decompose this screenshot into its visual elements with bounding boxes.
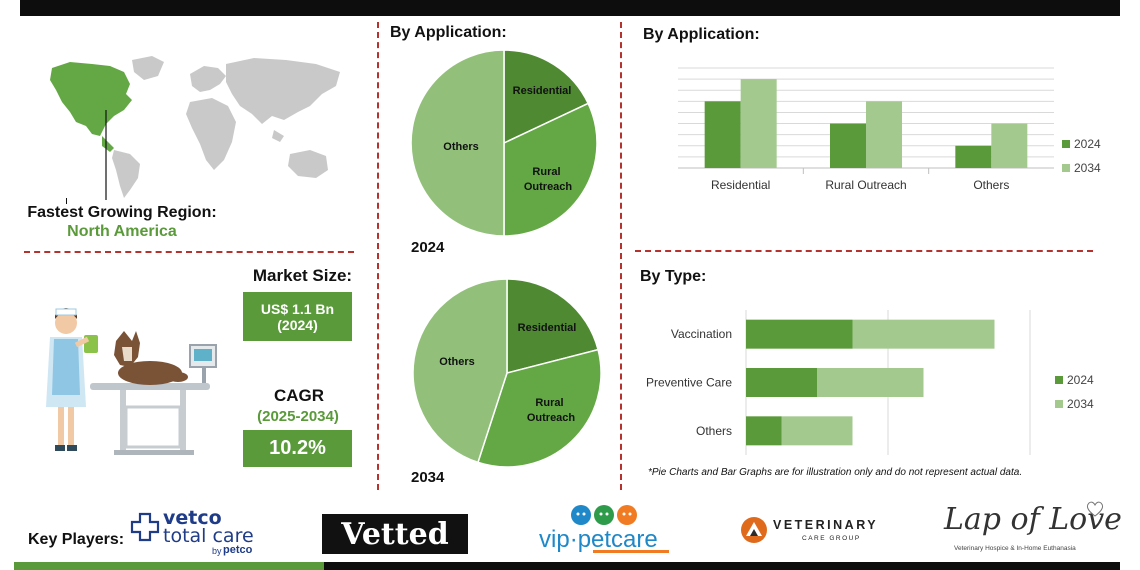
- type-bar-preventive-care-2034: [817, 368, 924, 397]
- market-size-label: Market Size:: [252, 266, 353, 285]
- world-map: [50, 56, 340, 200]
- type-bar-vaccination-2034: [852, 319, 995, 349]
- pie-2024-label-rural: Rural Outreach: [524, 166, 573, 193]
- app-category-label: Others: [973, 178, 1009, 192]
- vetco-brand: petco: [223, 544, 253, 556]
- divider-vertical-right: [620, 22, 622, 490]
- pie-2024-label-residential: Residential: [513, 85, 572, 97]
- cagr-period: (2025-2034): [257, 408, 339, 425]
- pie-2034-label-rural-line2: Outreach: [527, 412, 576, 424]
- pie-2024-label-others: Others: [443, 141, 478, 153]
- bottom-dark-bar: [324, 562, 1120, 570]
- heart-icon: [1086, 501, 1104, 517]
- pie-2034-slice-residential: [506, 278, 599, 374]
- vip-part2: petcare: [577, 526, 658, 553]
- app-bar-residential-2024: [704, 101, 741, 168]
- pie-2034-slice-others: [412, 278, 508, 464]
- type-legend-label-2024: 2024: [1067, 373, 1094, 387]
- vip-dot: ·: [569, 526, 578, 553]
- vetted-logo: Vetted: [322, 514, 468, 554]
- pie-2034-label-others: Others: [439, 356, 474, 368]
- divider-horizontal-right: [635, 250, 1093, 252]
- app-category-label: Residential: [711, 178, 770, 192]
- pie-2024-slice-residential: [503, 49, 590, 145]
- type-category-label: Others: [696, 424, 732, 438]
- app-legend-label-2024: 2024: [1074, 137, 1101, 151]
- vcg-line2: CARE GROUP: [802, 535, 861, 542]
- pie-2024-year: 2024: [411, 239, 445, 256]
- vip-petcare-wordmark: vip·petcare: [539, 526, 658, 554]
- app-category-label: Rural Outreach: [825, 178, 906, 192]
- pie-chart-2024: Residential Rural Outreach Others: [410, 49, 598, 237]
- pie-2034-label-rural-line1: Rural: [535, 397, 563, 409]
- app-bar-others-2034: [991, 123, 1028, 168]
- market-size-value: US$ 1.1 Bn: [260, 300, 335, 317]
- pie-2024-slice-rural-outreach: [503, 102, 598, 237]
- bar-chart-type: Vaccination Preventive Care Others 2024 2034: [646, 310, 1094, 455]
- bar-chart-application-title: By Application:: [643, 26, 760, 43]
- lap-of-love-logo: Lap of Love Veterinary Hospice & In-Home…: [940, 498, 1122, 558]
- vip-petcare-logo: vip·petcare: [535, 504, 675, 556]
- type-legend-swatch-2034: [1055, 400, 1063, 408]
- pie-2034-label-rural: Rural Outreach: [527, 397, 576, 424]
- vcg-emblem-icon: [741, 517, 767, 543]
- type-category-label: Preventive Care: [646, 376, 732, 390]
- bottom-accent-bar: [14, 562, 324, 570]
- bar-chart-type-title: By Type:: [640, 268, 707, 285]
- divider-vertical-left: [377, 22, 379, 490]
- cagr-value: 10.2%: [269, 437, 326, 459]
- top-banner: [20, 0, 1120, 16]
- vetted-text: Vetted: [341, 516, 449, 552]
- vcg-line1: VETERINARY: [773, 518, 879, 532]
- type-bar-others-2034: [781, 416, 853, 446]
- vetco-line2: total care: [163, 525, 254, 547]
- region-label: Fastest Growing Region:: [27, 204, 217, 221]
- vcg-logo: VETERINARY CARE GROUP: [740, 514, 890, 548]
- type-bar-preventive-care-2024: [746, 368, 817, 397]
- type-category-label: Vaccination: [671, 327, 732, 341]
- region-pointer-line: [66, 198, 67, 204]
- pie-2024-label-rural-line2: Outreach: [524, 181, 573, 193]
- bar-chart-application: Residential Rural Outreach Others 2024 2034: [678, 67, 1101, 192]
- cagr-box: 10.2%: [243, 430, 352, 467]
- type-legend-label-2034: 2034: [1067, 397, 1094, 411]
- pie-chart-2034: Residential Rural Outreach Others: [412, 278, 602, 468]
- app-bar-rural-outreach-2034: [866, 101, 902, 168]
- disclaimer-note: *Pie Charts and Bar Graphs are for illus…: [648, 467, 1023, 478]
- market-size-year: (2024): [277, 316, 318, 333]
- pie-2034-slice-rural-outreach: [477, 348, 602, 468]
- app-bar-others-2024: [955, 145, 992, 168]
- divider-horizontal-left: [24, 251, 354, 253]
- pie-2034-year: 2034: [411, 469, 445, 486]
- type-bar-vaccination-2024: [746, 319, 853, 349]
- pie-2024-label-rural-line1: Rural: [532, 166, 560, 178]
- app-legend-swatch-2034: [1062, 164, 1070, 172]
- vetco-cross-icon: [130, 512, 160, 542]
- vip-part1: vip: [539, 526, 570, 553]
- pie-section-title: By Application:: [390, 24, 507, 41]
- region-value: North America: [67, 223, 177, 240]
- vetco-line1: vetco: [163, 507, 222, 529]
- vetco-logo: vetco total care by petco: [130, 507, 255, 560]
- cagr-label: CAGR: [273, 386, 325, 405]
- type-legend-swatch-2024: [1055, 376, 1063, 384]
- pet-faces-icon: [571, 505, 637, 525]
- pie-2034-label-residential: Residential: [518, 322, 577, 334]
- app-bar-residential-2034: [740, 79, 777, 168]
- app-legend-label-2034: 2034: [1074, 161, 1101, 175]
- vip-underline: [593, 550, 669, 553]
- pie-2024-slice-others: [410, 49, 505, 237]
- app-legend-swatch-2024: [1062, 140, 1070, 148]
- lap-of-love-wordmark: Lap of Love: [944, 502, 1122, 537]
- vetco-by: by: [212, 546, 222, 556]
- key-players-label: Key Players:: [28, 531, 125, 548]
- app-bar-rural-outreach-2024: [830, 123, 866, 168]
- lap-of-love-sub: Veterinary Hospice & In-Home Euthanasia: [954, 545, 1076, 552]
- type-bar-others-2024: [746, 416, 782, 446]
- market-size-box: US$ 1.1 Bn (2024): [243, 292, 352, 341]
- vet-with-dog-illustration: [46, 308, 217, 455]
